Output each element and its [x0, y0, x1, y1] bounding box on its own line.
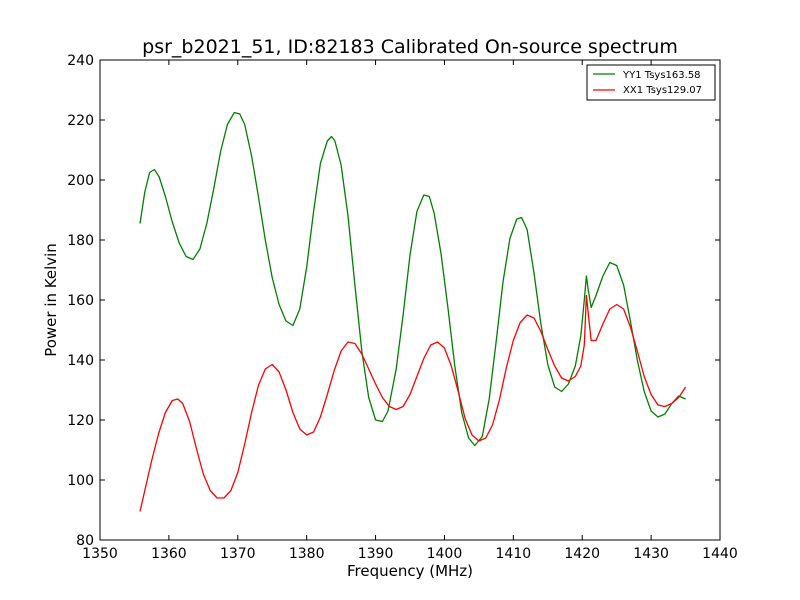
y-tick-label: 240	[67, 53, 94, 69]
legend-label-yy1: YY1 Tsys163.58	[622, 70, 701, 81]
legend-box	[586, 64, 716, 101]
y-tick-label: 100	[67, 473, 94, 489]
x-tick-label: 1360	[151, 546, 187, 562]
y-tick-label: 220	[67, 113, 94, 129]
y-tick-label: 200	[67, 173, 94, 189]
legend-label-xx1: XX1 Tsys129.07	[623, 85, 702, 96]
x-tick-label: 1370	[220, 546, 256, 562]
x-tick-label: 1380	[289, 546, 325, 562]
y-axis-label: Power in Kelvin	[42, 243, 60, 357]
x-tick-label: 1400	[427, 546, 463, 562]
y-tick-label: 160	[67, 293, 94, 309]
y-axis: 80 100 120 140 160 180 200 220 240	[67, 53, 720, 549]
plot-area	[99, 59, 721, 541]
x-tick-label: 1390	[358, 546, 394, 562]
x-axis: 1350 1360 1370 1380 1390 1400 1410 1420 1430 1440	[82, 60, 738, 562]
legend: YY1 Tsys163.58 XX1 Tsys129.07	[586, 64, 716, 101]
x-tick-label: 1410	[496, 546, 532, 562]
x-tick-label: 1430	[633, 546, 669, 562]
series-layer	[139, 111, 687, 512]
x-axis-label: Frequency (MHz)	[347, 562, 473, 580]
y-tick-label: 120	[67, 413, 94, 429]
series-line-xx1	[139, 294, 687, 512]
y-tick-label: 180	[67, 233, 94, 249]
plot-background	[100, 60, 720, 540]
series-line-yy1	[139, 111, 686, 447]
chart-title: psr_b2021_51, ID:82183 Calibrated On-sou…	[142, 36, 678, 58]
x-tick-label: 1420	[564, 546, 600, 562]
y-tick-label: 140	[67, 353, 94, 369]
x-tick-label: 1440	[702, 546, 738, 562]
y-tick-label: 80	[76, 533, 94, 549]
x-tick-label: 1350	[82, 546, 118, 562]
